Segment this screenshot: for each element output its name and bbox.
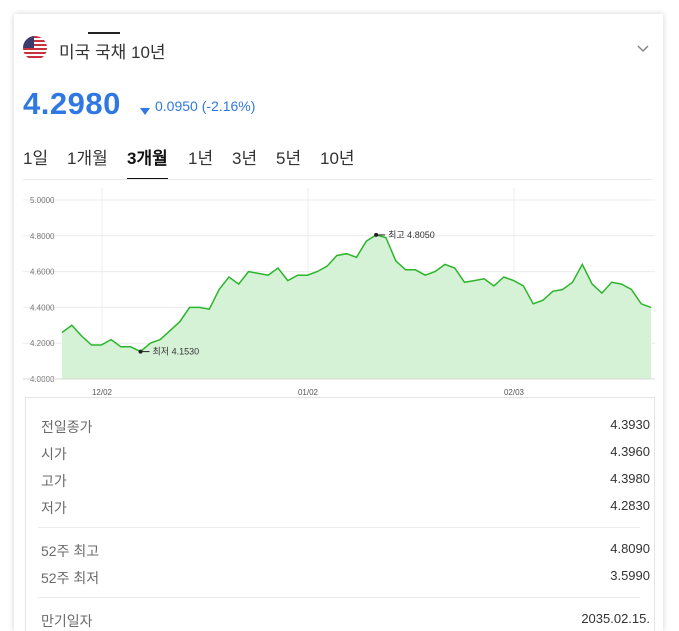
stat-row-52w-high: 52주 최고 4.8090	[26, 541, 654, 561]
stat-value: 4.3960	[610, 444, 650, 459]
stats-divider	[38, 597, 640, 598]
tab-3m[interactable]: 3개월	[127, 144, 168, 180]
y-tick-label: 4.8000	[30, 232, 55, 241]
max-marker-label: 최고 4.8050	[388, 230, 435, 240]
stat-row-maturity: 만기일자 2035.02.15.	[26, 611, 654, 631]
tab-1y[interactable]: 1년	[188, 149, 214, 168]
y-tick-label: 4.6000	[30, 268, 55, 277]
stats-divider	[38, 527, 640, 528]
tab-3y[interactable]: 3년	[232, 149, 258, 168]
x-tick-label: 12/02	[92, 388, 113, 397]
price-change: 0.0950 (-2.16%)	[155, 98, 256, 114]
card-header[interactable]: 미국 국채 10년	[23, 36, 653, 62]
x-tick-label: 01/02	[298, 388, 319, 397]
stat-label: 52주 최고	[41, 543, 100, 559]
y-tick-label: 4.4000	[30, 303, 55, 312]
y-tick-label: 4.2000	[30, 339, 55, 348]
stat-value: 4.2830	[610, 498, 650, 513]
chevron-down-icon[interactable]	[635, 40, 651, 56]
stat-label: 52주 최저	[41, 570, 100, 586]
tabs-divider	[23, 179, 653, 180]
stat-row-high: 고가 4.3980	[26, 471, 654, 491]
us-flag-icon	[23, 36, 47, 60]
stats-panel: 전일종가 4.3930 시가 4.3960 고가 4.3980 저가 4.283…	[25, 397, 655, 631]
stat-row-low: 저가 4.2830	[26, 498, 654, 518]
stat-value: 4.3930	[610, 417, 650, 432]
stat-label: 시가	[41, 446, 67, 462]
price-area-fill	[62, 234, 651, 379]
stat-value: 4.3980	[610, 471, 650, 486]
stat-label: 저가	[41, 500, 67, 516]
current-price: 4.2980	[23, 86, 121, 121]
instrument-title: 미국 국채 10년	[59, 43, 166, 62]
stat-row-52w-low: 52주 최저 3.5990	[26, 568, 654, 588]
price-chart[interactable]: 5.00004.80004.60004.40004.20004.000012/0…	[23, 186, 655, 398]
triangle-down-icon	[140, 103, 150, 115]
stat-value: 4.8090	[610, 541, 650, 556]
price-line	[61, 234, 652, 353]
min-marker	[138, 349, 143, 354]
tab-10y[interactable]: 10년	[320, 149, 355, 168]
stat-value: 3.5990	[610, 568, 650, 583]
top-indicator	[88, 32, 120, 34]
stat-value: 2035.02.15.	[581, 611, 650, 626]
stat-label: 전일종가	[41, 419, 93, 435]
tab-1m[interactable]: 1개월	[67, 149, 108, 168]
min-marker-label: 최저 4.1530	[153, 347, 200, 357]
stat-row-open: 시가 4.3960	[26, 444, 654, 464]
bond-quote-card: 미국 국채 10년 4.2980 0.0950 (-2.16%) 1일 1개월 …	[14, 14, 663, 631]
x-tick-label: 02/03	[504, 388, 525, 397]
stat-row-prev-close: 전일종가 4.3930	[26, 417, 654, 437]
stat-label: 고가	[41, 473, 67, 489]
tab-1d[interactable]: 1일	[23, 149, 49, 168]
tab-5y[interactable]: 5년	[276, 149, 302, 168]
stat-label: 만기일자	[41, 613, 93, 629]
y-tick-label: 5.0000	[30, 196, 55, 205]
